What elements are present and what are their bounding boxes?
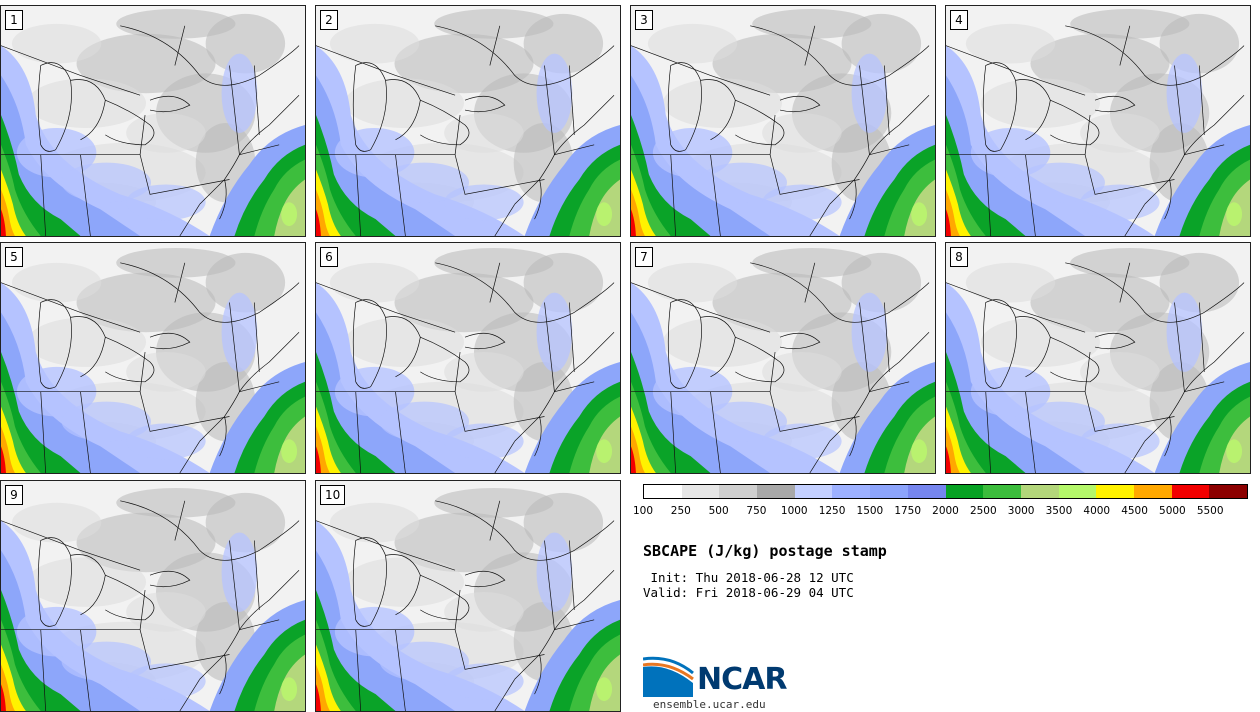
member-number-label: 7 — [635, 247, 653, 267]
sbcape-map — [1, 243, 305, 473]
member-number-label: 9 — [5, 485, 23, 505]
colorbar-tick-label: 2000 — [932, 505, 959, 517]
sbcape-map — [946, 243, 1250, 473]
site-url: ensemble.ucar.edu — [653, 698, 766, 711]
member-panel-4: 4 — [945, 5, 1251, 237]
colorbar-swatch — [1133, 485, 1172, 498]
colorbar-tick-label: 500 — [708, 505, 729, 517]
colorbar-tick-label: 4000 — [1083, 505, 1111, 517]
ncar-logo-text: NCAR — [697, 662, 787, 697]
member-number-label: 8 — [950, 247, 968, 267]
colorbar-tick-label: 1250 — [818, 505, 846, 517]
sbcape-map — [631, 243, 935, 473]
colorbar-swatch — [681, 485, 720, 498]
colorbar-swatch — [1020, 485, 1059, 498]
ncar-logo-icon — [643, 656, 694, 697]
colorbar-swatch — [945, 485, 984, 498]
colorbar-tick-label: 3500 — [1045, 505, 1073, 517]
member-number-label: 2 — [320, 10, 338, 30]
init-time: Init: Thu 2018-06-28 12 UTC — [643, 570, 854, 585]
member-number-label: 10 — [320, 485, 346, 505]
sbcape-map — [316, 243, 620, 473]
colorbar-tick-label: 1000 — [780, 505, 808, 517]
colorbar-swatch — [983, 485, 1021, 498]
sbcape-map — [946, 6, 1250, 236]
colorbar-tick-label: 250 — [670, 505, 691, 517]
valid-time: Valid: Fri 2018-06-29 04 UTC — [643, 585, 854, 600]
colorbar-swatch — [870, 485, 908, 498]
plot-title: SBCAPE (J/kg) postage stamp — [643, 542, 887, 560]
sbcape-map — [316, 481, 620, 711]
colorbar-swatch — [1058, 485, 1097, 498]
colorbar-tick-label: 750 — [746, 505, 767, 517]
colorbar-swatch — [719, 485, 758, 498]
member-number-label: 6 — [320, 247, 338, 267]
sbcape-map — [316, 6, 620, 236]
colorbar-swatch — [907, 485, 946, 498]
sbcape-map — [1, 481, 305, 711]
colorbar-swatch — [832, 485, 871, 498]
colorbar-swatch — [1171, 485, 1210, 498]
member-panel-7: 7 — [630, 242, 936, 474]
colorbar-tick-labels: 100 250 500 750 1000 1250 1500 1750 2000 2500 3000… — [633, 505, 1248, 519]
member-number-label: 1 — [5, 10, 23, 30]
member-number-label: 4 — [950, 10, 968, 30]
member-number-label: 3 — [635, 10, 653, 30]
colorbar-tick-label: 3000 — [1007, 505, 1035, 517]
member-number-label: 5 — [5, 247, 23, 267]
colorbar-swatch — [1096, 485, 1134, 498]
member-panel-8: 8 — [945, 242, 1251, 474]
colorbar-tick-label: 1750 — [894, 505, 922, 517]
sbcape-map — [1, 6, 305, 236]
colorbar-tick-label: 100 — [632, 505, 654, 517]
colorbar-swatch — [644, 485, 682, 498]
member-panel-1: 1 — [0, 5, 306, 237]
member-panel-5: 5 — [0, 242, 306, 474]
sbcape-map — [631, 6, 935, 236]
colorbar-tick-label: 1500 — [856, 505, 884, 517]
colorbar-swatch — [757, 485, 795, 498]
member-panel-6: 6 — [315, 242, 621, 474]
colorbar-swatch — [1209, 485, 1247, 498]
member-panel-9: 9 — [0, 480, 306, 712]
colorbar-tick-label: 5500 — [1196, 505, 1224, 517]
member-panel-2: 2 — [315, 5, 621, 237]
member-panel-10: 10 — [315, 480, 621, 712]
sbcape-colorbar — [643, 484, 1248, 499]
member-panel-3: 3 — [630, 5, 936, 237]
colorbar-tick-label: 5000 — [1159, 505, 1186, 517]
colorbar-swatch — [794, 485, 833, 498]
colorbar-tick-label: 4500 — [1121, 505, 1148, 517]
colorbar-tick-label: 2500 — [969, 505, 997, 517]
